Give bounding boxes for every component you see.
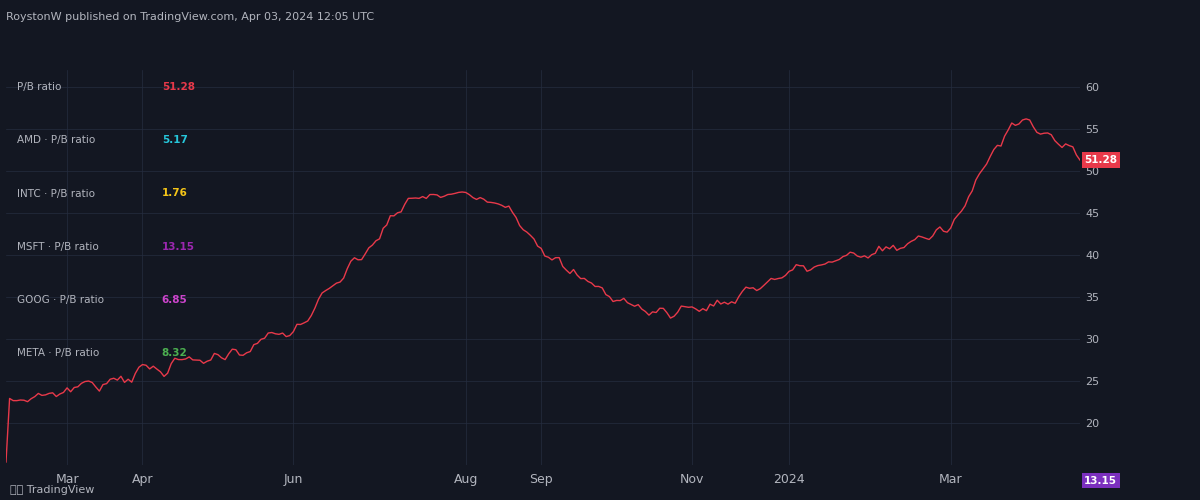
- Text: META · P/B ratio: META · P/B ratio: [17, 348, 98, 358]
- Text: 5.17: 5.17: [162, 135, 187, 145]
- Text: 1.76: 1.76: [162, 188, 187, 198]
- Text: 8.32: 8.32: [162, 348, 187, 358]
- Text: RoystonW published on TradingView.com, Apr 03, 2024 12:05 UTC: RoystonW published on TradingView.com, A…: [6, 12, 374, 22]
- Text: GOOG · P/B ratio: GOOG · P/B ratio: [17, 295, 103, 305]
- Text: MSFT · P/B ratio: MSFT · P/B ratio: [17, 242, 98, 252]
- Text: 51.28: 51.28: [1084, 155, 1117, 165]
- Text: 6.85: 6.85: [162, 295, 187, 305]
- Text: Ⓣⓥ TradingView: Ⓣⓥ TradingView: [10, 485, 94, 495]
- Text: AMD · P/B ratio: AMD · P/B ratio: [17, 135, 95, 145]
- Text: 13.15: 13.15: [162, 242, 194, 252]
- Text: P/B ratio: P/B ratio: [17, 82, 61, 92]
- Text: 13.15: 13.15: [1084, 476, 1117, 486]
- Text: INTC · P/B ratio: INTC · P/B ratio: [17, 188, 95, 198]
- Text: 51.28: 51.28: [162, 82, 194, 92]
